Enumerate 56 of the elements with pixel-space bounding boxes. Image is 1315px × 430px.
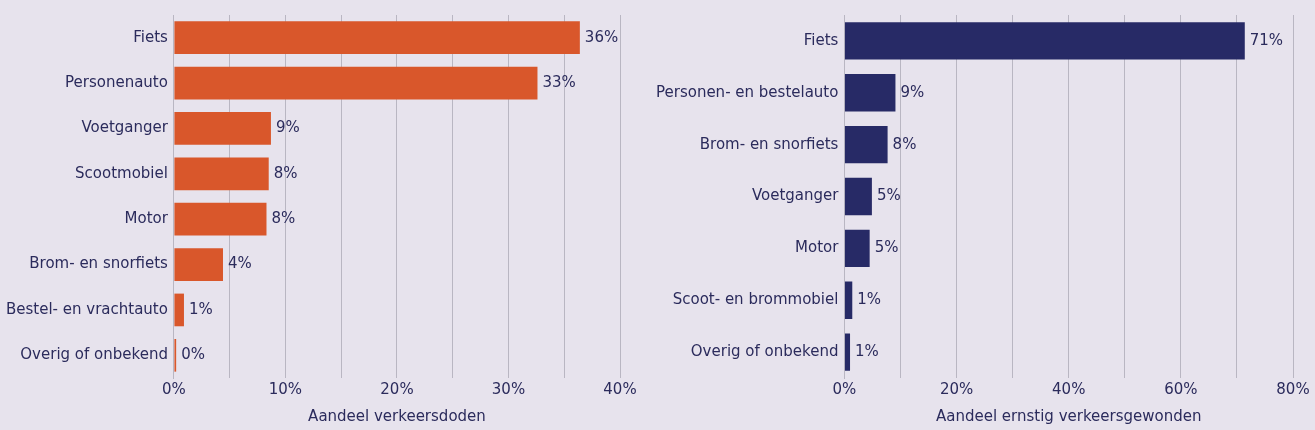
y-tick-label: Fiets <box>803 30 839 49</box>
y-tick-label: Scootmobiel <box>75 163 168 182</box>
bar <box>844 229 870 268</box>
x-axis-title: Aandeel verkeersdoden <box>308 406 486 425</box>
y-tick-label: Bestel- en vrachtauto <box>5 299 168 318</box>
data-label: 0% <box>181 345 205 364</box>
data-label: 5% <box>876 186 901 205</box>
x-tick-label: 80% <box>1276 379 1310 398</box>
data-label: 9% <box>900 82 925 101</box>
y-tick-label: Motor <box>124 209 169 228</box>
x-tick-label: 40% <box>603 379 637 398</box>
bar <box>174 248 223 281</box>
y-tick-label: Scoot- en brommobiel <box>672 290 839 309</box>
y-tick-label: Voetganger <box>751 186 840 205</box>
bar <box>174 21 580 55</box>
x-tick-label: 0% <box>832 379 857 398</box>
bar <box>844 125 888 164</box>
y-tick-label: Overig of onbekend <box>20 345 168 364</box>
data-label: 36% <box>584 27 619 46</box>
y-tick-label: Voetganger <box>81 118 169 137</box>
x-tick-label: 20% <box>380 379 414 398</box>
data-label: 4% <box>227 254 252 273</box>
bar <box>174 157 269 191</box>
data-label: 8% <box>271 209 296 228</box>
bar <box>174 112 271 145</box>
bar <box>174 202 267 236</box>
data-label: 71% <box>1249 30 1284 49</box>
bar <box>844 333 851 371</box>
x-tick-label: 30% <box>491 379 526 398</box>
data-label: 1% <box>188 299 213 318</box>
y-tick-label: Personen- en bestelauto <box>655 82 839 101</box>
data-label: 33% <box>542 72 576 91</box>
x-tick-label: 60% <box>1164 379 1198 398</box>
data-label: 1% <box>855 341 879 360</box>
bar <box>174 66 538 100</box>
x-tick-label: 0% <box>162 379 186 398</box>
bar <box>844 22 1245 60</box>
bar <box>844 177 872 216</box>
y-tick-label: Brom- en snorfiets <box>699 134 839 153</box>
y-tick-label: Motor <box>795 238 840 257</box>
x-tick-label: 20% <box>939 379 974 398</box>
y-tick-label: Brom- en snorfiets <box>29 254 169 273</box>
x-tick-label: 40% <box>1052 379 1086 398</box>
data-label: 8% <box>273 163 298 182</box>
data-label: 8% <box>892 134 917 153</box>
y-tick-label: Personenauto <box>65 72 168 91</box>
data-label: 5% <box>874 238 899 257</box>
bar <box>844 74 896 112</box>
bar <box>844 281 853 319</box>
bar <box>174 293 184 327</box>
x-tick-label: 10% <box>268 379 303 398</box>
data-label: 9% <box>275 118 300 137</box>
data-label: 1% <box>857 290 882 309</box>
x-axis-title: Aandeel ernstig verkeersgewonden <box>935 406 1202 425</box>
y-tick-label: Overig of onbekend <box>690 341 839 360</box>
y-tick-label: Fiets <box>133 27 169 46</box>
